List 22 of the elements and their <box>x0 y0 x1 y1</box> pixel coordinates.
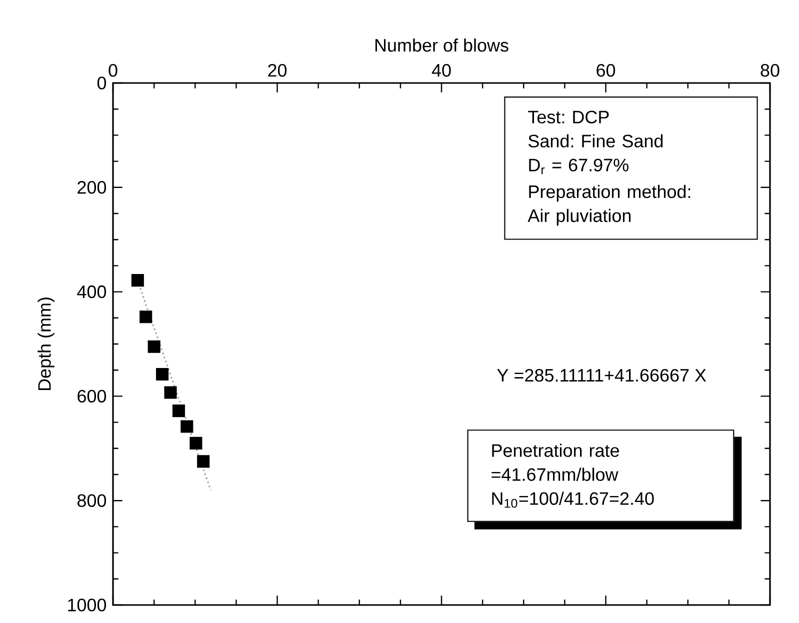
y-tick-label: 0 <box>97 76 106 90</box>
annotation: =41.67mm/blow <box>492 468 618 481</box>
x-tick-label: 0 <box>108 64 118 77</box>
x-tick-label: 60 <box>596 64 616 77</box>
annotation: N$_{10}$=100/41.67=2.40 <box>492 492 654 508</box>
y-tick-label: 800 <box>77 494 106 507</box>
x-tick-label: 40 <box>432 64 451 77</box>
annotation: D$_{r}$ = 67.97% <box>529 158 628 174</box>
y-tick-label: 400 <box>77 285 106 298</box>
y-tick-label: 1000 <box>68 598 106 612</box>
x-tick-label: 80 <box>760 64 780 77</box>
y-tick-label: 200 <box>78 181 106 194</box>
annotation: Preparation method: <box>529 184 690 202</box>
annotation: Penetration rate <box>492 444 619 457</box>
annotation: Y =285.11111+41.66667 X <box>497 368 706 382</box>
y-axis-title: Depth (mm) <box>38 298 54 390</box>
x-axis-title: Number of blows <box>375 38 508 52</box>
y-tick-label: 600 <box>78 390 106 403</box>
annotation: Air pluviation <box>528 208 631 226</box>
x-tick-label: 20 <box>268 64 287 77</box>
annotation: Sand: Fine Sand <box>528 134 663 148</box>
annotation: Test: DCP <box>528 110 609 124</box>
